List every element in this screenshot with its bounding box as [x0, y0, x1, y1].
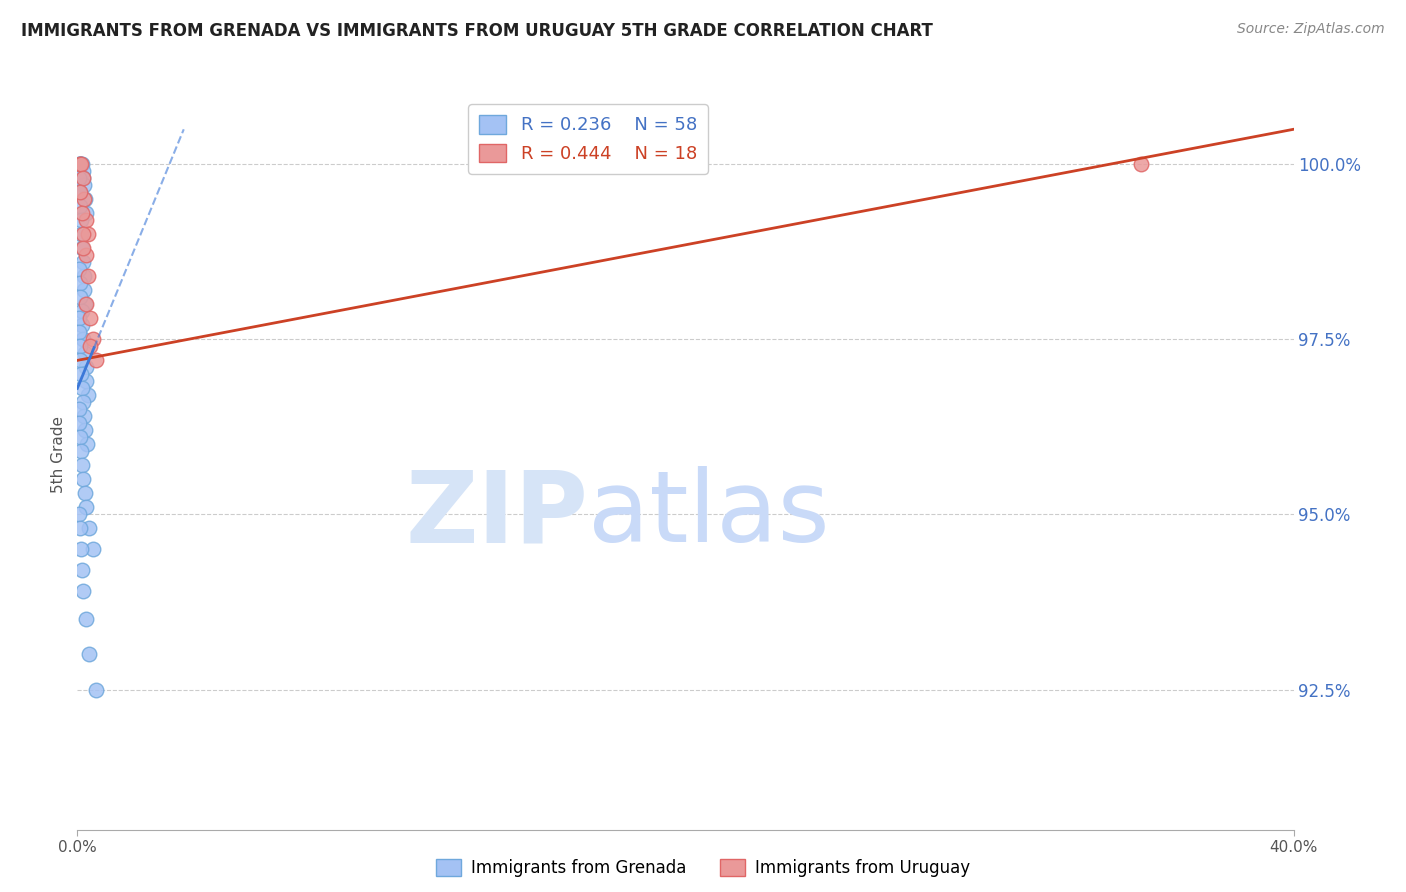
Point [70, 157, 93, 171]
Point [76, 437, 98, 451]
Point [72, 164, 94, 178]
Text: atlas: atlas [588, 467, 830, 564]
Point [84, 682, 107, 697]
Point [75, 500, 97, 515]
Point [69, 186, 91, 200]
Legend: Immigrants from Grenada, Immigrants from Uruguay: Immigrants from Grenada, Immigrants from… [429, 852, 977, 884]
Point [69, 353, 91, 368]
Point [77, 227, 100, 242]
Point [73, 178, 96, 193]
Point [84, 353, 107, 368]
Point [72, 584, 94, 599]
Point [69, 157, 91, 171]
Point [72, 255, 94, 269]
Point [72, 332, 94, 346]
Point [75, 612, 97, 626]
Point [72, 241, 94, 255]
Point [75, 297, 97, 311]
Point [72, 171, 94, 186]
Point [69, 199, 91, 213]
Point [79, 648, 101, 662]
Point [75, 248, 97, 262]
Point [72, 171, 94, 186]
Point [69, 157, 91, 171]
Point [79, 311, 101, 326]
Point [69, 186, 91, 200]
Point [73, 192, 96, 206]
Point [73, 192, 96, 206]
Point [82, 542, 104, 557]
Point [69, 339, 91, 353]
Point [70, 458, 93, 473]
Point [70, 157, 93, 171]
Point [79, 339, 101, 353]
Point [72, 227, 94, 242]
Point [82, 332, 104, 346]
Point [73, 346, 96, 360]
Point [69, 542, 91, 557]
Point [73, 409, 96, 424]
Point [75, 213, 97, 227]
Text: ZIP: ZIP [405, 467, 588, 564]
Point [69, 521, 91, 535]
Point [73, 284, 96, 298]
Point [70, 206, 93, 220]
Point [69, 417, 91, 431]
Text: Source: ZipAtlas.com: Source: ZipAtlas.com [1237, 22, 1385, 37]
Point [73, 486, 96, 500]
Point [70, 241, 93, 255]
Point [70, 157, 93, 171]
Point [77, 388, 100, 402]
Point [67, 508, 90, 522]
Point [75, 424, 97, 438]
Point [70, 381, 93, 395]
Legend: R = 0.236    N = 58, R = 0.444    N = 18: R = 0.236 N = 58, R = 0.444 N = 18 [468, 104, 707, 174]
Point [75, 360, 97, 375]
Point [75, 375, 97, 389]
Point [69, 430, 91, 444]
Point [67, 311, 90, 326]
Point [77, 521, 100, 535]
Point [69, 290, 91, 304]
Point [67, 157, 90, 171]
Point [70, 368, 93, 382]
Point [69, 277, 91, 291]
Point [67, 326, 90, 340]
Point [1130, 157, 1153, 171]
Point [75, 297, 97, 311]
Point [70, 444, 93, 458]
Point [72, 318, 94, 333]
Point [67, 262, 90, 277]
Point [69, 157, 91, 171]
Point [70, 304, 93, 318]
Text: IMMIGRANTS FROM GRENADA VS IMMIGRANTS FROM URUGUAY 5TH GRADE CORRELATION CHART: IMMIGRANTS FROM GRENADA VS IMMIGRANTS FR… [21, 22, 934, 40]
Point [70, 227, 93, 242]
Point [72, 395, 94, 409]
Point [72, 472, 94, 486]
Y-axis label: 5th Grade: 5th Grade [51, 417, 66, 493]
Point [69, 213, 91, 227]
Point [67, 171, 90, 186]
Point [77, 269, 100, 284]
Point [67, 402, 90, 417]
Point [73, 269, 96, 284]
Point [70, 564, 93, 578]
Point [75, 206, 97, 220]
